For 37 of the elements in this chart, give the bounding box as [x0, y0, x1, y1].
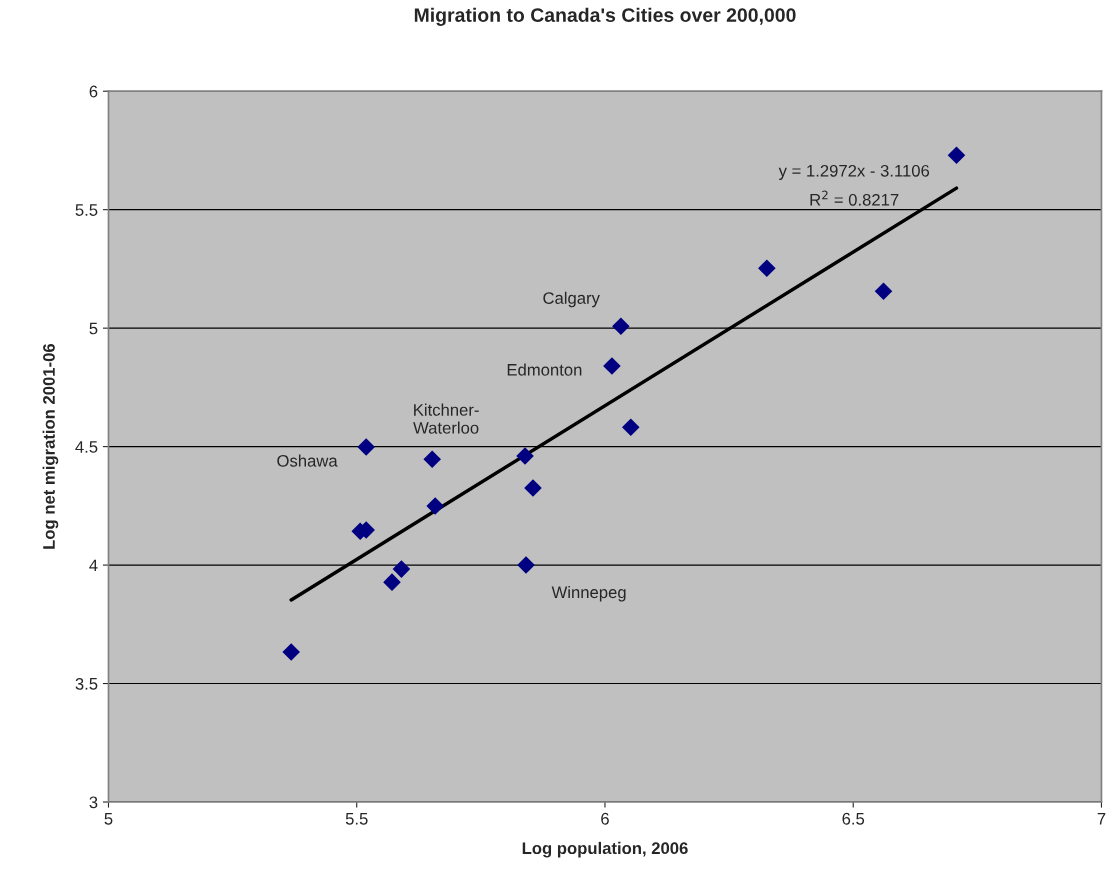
annotation: Edmonton — [507, 363, 582, 376]
x-tick-label: 6.5 — [842, 812, 865, 825]
point — [524, 479, 542, 497]
x-tick-label: 6 — [601, 812, 609, 825]
point — [426, 497, 444, 515]
annotation: Oshawa — [277, 454, 338, 467]
annotation: Winnepeg — [551, 585, 626, 602]
point — [516, 447, 534, 465]
point — [947, 146, 966, 164]
chart-title: Migration to Canada's Cities over 200,000 — [414, 7, 796, 26]
point — [282, 643, 300, 661]
point — [383, 573, 401, 591]
annotation: Kitchner- Waterloo — [413, 403, 479, 434]
y-tick-label: 4.5 — [75, 441, 98, 453]
point — [423, 450, 441, 468]
y-tick-label: 5 — [89, 322, 98, 335]
y-tick-label: 3 — [89, 796, 98, 809]
x-tick-label: 5.5 — [345, 813, 368, 825]
annotation: Calgary — [543, 291, 600, 308]
annotation: y = 1.2972x - 3.1106 — [778, 164, 930, 181]
y-axis-title: Log net migration 2001-06 — [42, 343, 59, 549]
point — [874, 282, 893, 300]
point — [392, 560, 411, 578]
point — [603, 357, 621, 375]
point — [612, 317, 630, 336]
annotation: R$^{2}$ = 0.8217 — [810, 190, 899, 206]
x-tick-label: 7 — [1097, 813, 1106, 825]
point — [517, 556, 535, 574]
x-axis-title: Log population, 2006 — [522, 841, 688, 858]
y-tick-label: 4 — [89, 559, 98, 572]
x-tick-label: 5 — [104, 813, 113, 825]
point — [357, 438, 375, 456]
y-tick-label: 6 — [89, 85, 98, 98]
point — [758, 259, 776, 277]
point — [622, 418, 640, 436]
y-tick-label: 3.5 — [75, 677, 98, 690]
y-tick-label: 5.5 — [75, 204, 98, 216]
